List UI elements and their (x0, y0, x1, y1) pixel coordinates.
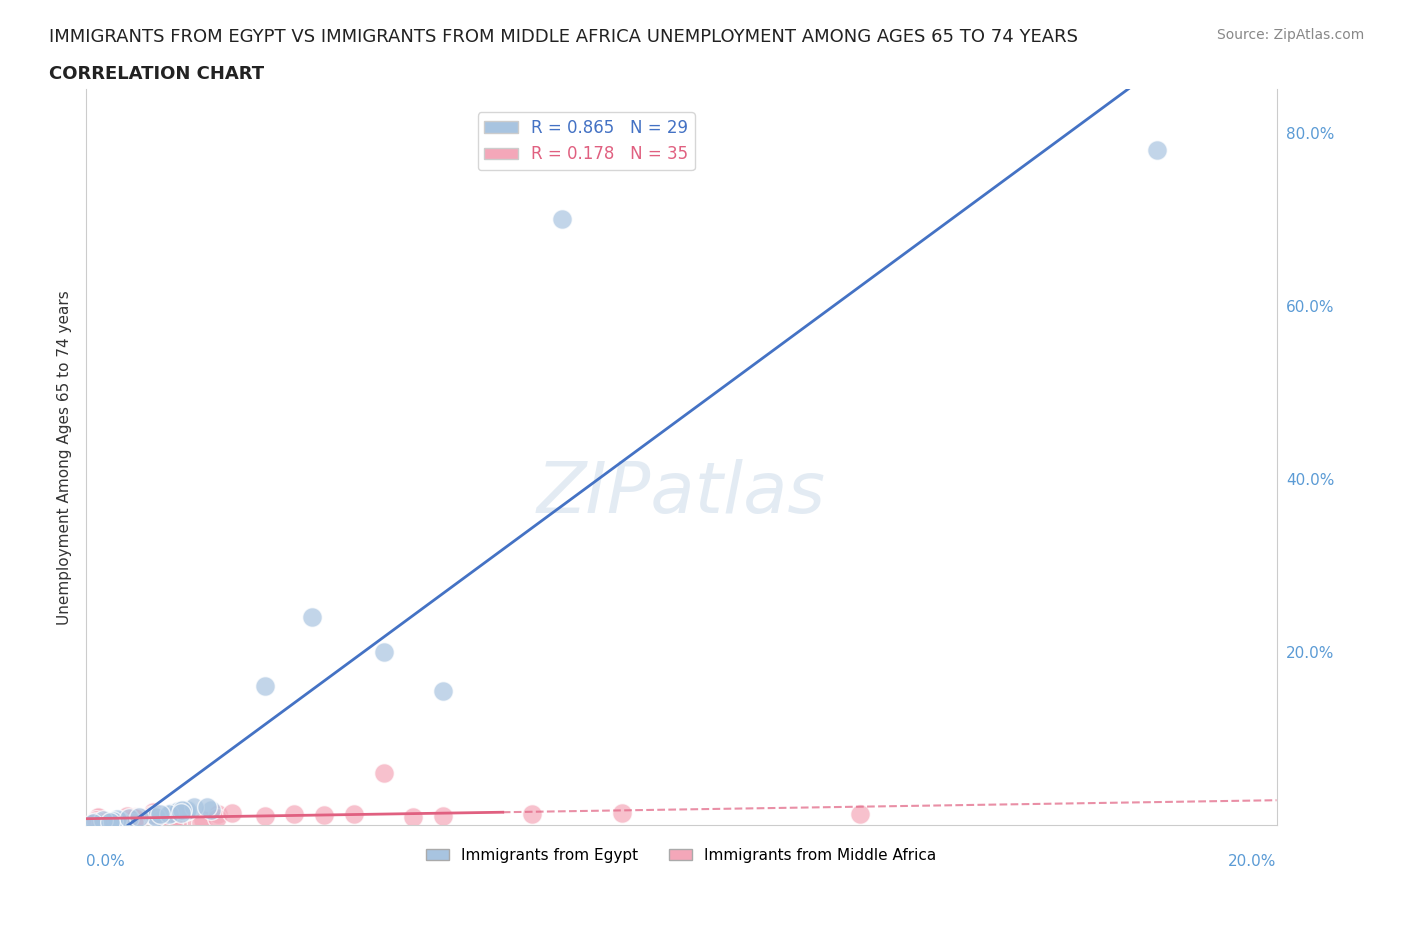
Point (221, 805, 243, 820)
Point (143, 808, 166, 823)
Text: 20.0%: 20.0% (1229, 855, 1277, 870)
Text: CORRELATION CHART: CORRELATION CHART (49, 65, 264, 83)
Point (108, 814, 131, 829)
Point (174, 804, 197, 818)
Point (149, 806, 172, 821)
Point (145, 810, 167, 825)
Point (125, 811, 148, 826)
Point (87, 809, 110, 824)
Point (141, 807, 163, 822)
Point (84, 813, 107, 828)
Point (432, 684, 454, 698)
Point (551, 212, 574, 227)
Point (98, 815, 121, 830)
Point (91, 813, 114, 828)
Point (1146, 142, 1168, 157)
Point (166, 817, 188, 831)
Point (82, 816, 104, 830)
Point (190, 816, 212, 830)
Point (183, 800, 205, 815)
Point (115, 808, 138, 823)
Point (118, 812, 141, 827)
Point (402, 810, 425, 825)
Point (172, 803, 194, 817)
Point (432, 809, 454, 824)
Y-axis label: Unemployment Among Ages 65 to 74 years: Unemployment Among Ages 65 to 74 years (58, 290, 72, 625)
Point (253, 809, 276, 824)
Point (155, 809, 177, 824)
Point (131, 810, 153, 825)
Text: 0.0%: 0.0% (86, 855, 125, 870)
Point (90, 815, 112, 830)
Point (105, 812, 128, 827)
Point (610, 805, 633, 820)
Text: ZIPatlas: ZIPatlas (537, 459, 825, 528)
Point (253, 679, 276, 694)
Legend: Immigrants from Egypt, Immigrants from Middle Africa: Immigrants from Egypt, Immigrants from M… (420, 842, 942, 869)
Point (149, 813, 172, 828)
Text: IMMIGRANTS FROM EGYPT VS IMMIGRANTS FROM MIDDLE AFRICA UNEMPLOYMENT AMONG AGES 6: IMMIGRANTS FROM EGYPT VS IMMIGRANTS FROM… (49, 28, 1078, 46)
Point (176, 803, 198, 817)
Point (117, 811, 139, 826)
Point (162, 816, 184, 830)
Point (87, 811, 110, 826)
Text: Source: ZipAtlas.com: Source: ZipAtlas.com (1216, 28, 1364, 42)
Point (207, 811, 229, 826)
Point (172, 813, 194, 828)
Point (200, 803, 222, 817)
Point (124, 810, 146, 825)
Point (166, 804, 188, 818)
Point (170, 805, 193, 820)
Point (124, 810, 146, 825)
Point (157, 806, 180, 821)
Point (83, 815, 105, 830)
Point (314, 808, 336, 823)
Point (142, 804, 165, 819)
Point (167, 808, 190, 823)
Point (177, 803, 200, 817)
Point (128, 810, 150, 825)
Point (207, 806, 229, 821)
Point (191, 813, 214, 828)
Point (122, 816, 145, 830)
Point (160, 815, 183, 830)
Point (849, 807, 872, 822)
Point (373, 765, 395, 780)
Point (301, 610, 323, 625)
Point (373, 644, 395, 659)
Point (283, 807, 305, 822)
Point (101, 814, 124, 829)
Point (195, 799, 218, 814)
Point (160, 806, 183, 821)
Point (343, 806, 366, 821)
Point (522, 807, 544, 822)
